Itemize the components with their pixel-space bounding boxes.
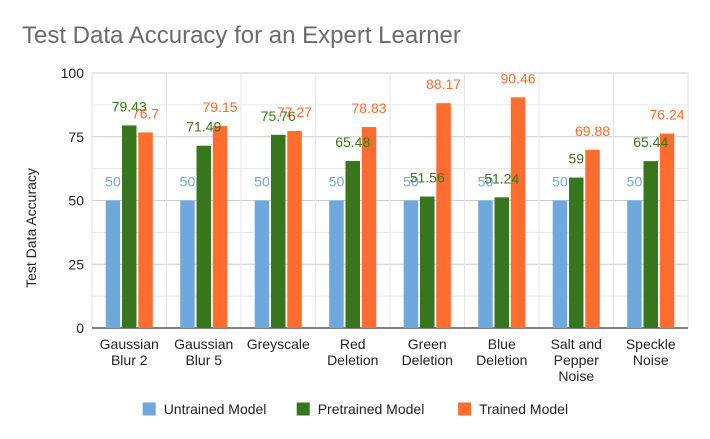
legend-swatch (296, 402, 310, 416)
data-label: 51.56 (410, 170, 445, 186)
data-label: 78.83 (352, 100, 387, 116)
legend-item-untrained-model[interactable]: Untrained Model (142, 401, 267, 417)
bar-trained-model[interactable] (510, 97, 526, 329)
x-tick-label: Green Deletion (402, 336, 453, 368)
bar-trained-model[interactable] (585, 149, 600, 328)
bars (105, 97, 675, 329)
legend-swatch (458, 402, 472, 416)
data-label: 50 (627, 174, 643, 190)
data-label: 51.24 (484, 170, 519, 186)
data-label: 65.44 (633, 134, 668, 150)
data-label: 76.7 (132, 105, 159, 121)
legend-swatch (142, 402, 156, 416)
bar-trained-model[interactable] (138, 132, 153, 328)
data-label: 50 (105, 174, 121, 190)
x-tick-label: Gaussian Blur 5 (174, 336, 233, 368)
legend-label: Untrained Model (164, 401, 267, 417)
data-label: 76.24 (650, 107, 685, 123)
data-label: 50 (254, 174, 270, 190)
x-tick-label: Red Deletion (327, 336, 378, 368)
data-label: 79.43 (112, 98, 147, 114)
bar-trained-model[interactable] (212, 126, 228, 328)
bar-pretrained-model[interactable] (643, 161, 659, 328)
bar-pretrained-model[interactable] (122, 125, 137, 329)
x-tick-label: Greyscale (247, 336, 310, 352)
data-label: 50 (403, 174, 419, 190)
bar-trained-model[interactable] (361, 126, 377, 329)
bar-trained-model[interactable] (659, 133, 675, 328)
x-axis: Gaussian Blur 2 Gaussian Blur 5 Greyscale Red… (100, 336, 676, 384)
y-tick-label: 75 (68, 129, 84, 145)
x-tick-label: Speckle Noise (626, 336, 676, 368)
data-label: 50 (478, 174, 494, 190)
data-label: 75.76 (261, 108, 296, 124)
x-tick-label: Gaussian Blur 2 (100, 336, 159, 368)
y-axis-label: Test Data Accuracy (23, 168, 39, 288)
bar-untrained-model[interactable] (552, 200, 568, 329)
y-tick-label: 25 (68, 256, 84, 272)
data-label: 50 (552, 174, 568, 190)
bar-untrained-model[interactable] (105, 200, 121, 329)
bar-pretrained-model[interactable] (420, 196, 435, 328)
legend[interactable]: Untrained Model Pretrained Model Trained M… (142, 401, 568, 417)
data-label: 88.17 (426, 76, 461, 92)
y-tick-label: 50 (68, 193, 84, 209)
data-label: 69.88 (575, 123, 610, 139)
data-label: 71.49 (186, 119, 221, 135)
bar-pretrained-model[interactable] (345, 161, 361, 328)
bar-pretrained-model[interactable] (569, 177, 584, 328)
legend-item-pretrained-model[interactable]: Pretrained Model (296, 401, 425, 417)
bar-untrained-model[interactable] (627, 200, 642, 329)
x-tick-label: Blue Deletion (476, 336, 527, 368)
data-label: 79.15 (203, 99, 238, 115)
bar-trained-model[interactable] (436, 103, 451, 328)
x-tick-label: Salt and Pepper Noise (551, 336, 602, 384)
y-tick-label: 0 (76, 320, 84, 336)
bar-untrained-model[interactable] (403, 200, 419, 329)
bar-trained-model[interactable] (287, 130, 302, 328)
bar-untrained-model[interactable] (478, 200, 493, 329)
data-label: 50 (180, 174, 196, 190)
y-tick-label: 100 (61, 65, 85, 81)
legend-item-trained-model[interactable]: Trained Model (458, 401, 568, 417)
data-label: 90.46 (501, 70, 536, 86)
data-label: 50 (329, 174, 345, 190)
legend-label: Trained Model (479, 401, 568, 417)
bar-pretrained-model[interactable] (196, 145, 212, 328)
bar-untrained-model[interactable] (329, 200, 344, 329)
data-label: 59 (568, 151, 584, 167)
bar-untrained-model[interactable] (254, 200, 270, 329)
chart-title: Test Data Accuracy for an Expert Learner (22, 22, 461, 49)
bar-pretrained-model[interactable] (271, 134, 286, 328)
bar-pretrained-model[interactable] (494, 197, 510, 328)
bar-untrained-model[interactable] (180, 200, 195, 329)
data-label: 65.48 (335, 134, 370, 150)
data-label: 77.27 (277, 104, 312, 120)
legend-label: Pretrained Model (318, 401, 425, 417)
